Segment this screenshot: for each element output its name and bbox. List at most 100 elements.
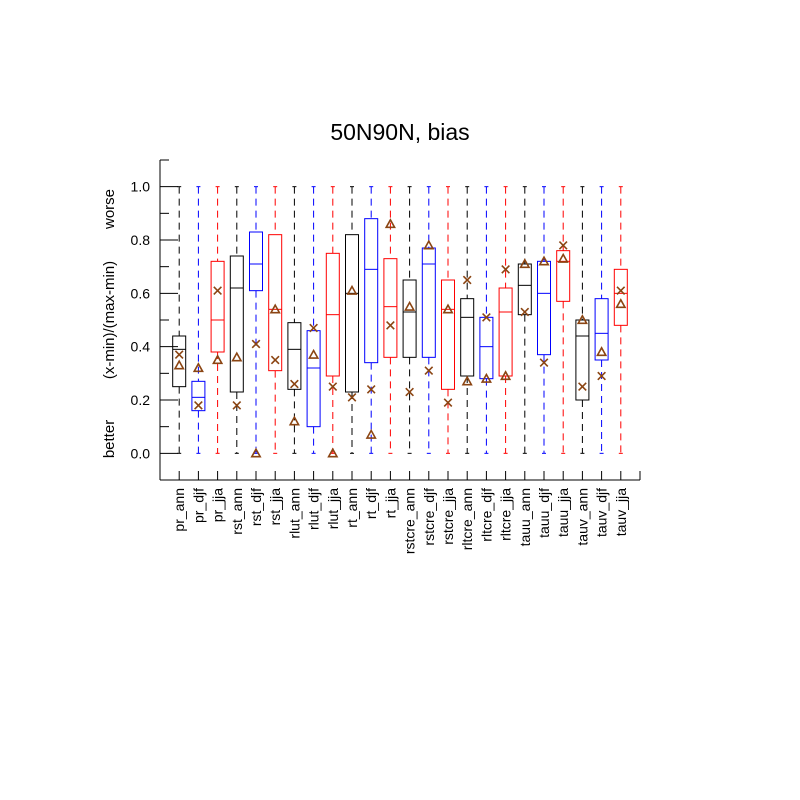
mean-marker (327, 447, 339, 458)
box-rlut_ann (287, 186, 302, 454)
mean-marker (346, 284, 358, 295)
mean-marker (442, 303, 454, 314)
x-tick-label-rlut_jja: rlut_jja (325, 488, 341, 529)
box-pr_jja (210, 186, 225, 454)
y-axis-label-worse: worse (101, 189, 118, 230)
mean-marker (384, 218, 396, 229)
box-rt_ann (345, 186, 359, 454)
box-rstcre_djf (421, 186, 436, 454)
mean-marker (212, 354, 224, 365)
reference-marker (213, 286, 222, 296)
box-iqr (210, 260, 225, 353)
box-iqr (460, 298, 475, 377)
x-tick-label-tauv_djf: tauv_djf (594, 488, 610, 537)
box-iqr (229, 255, 244, 393)
mean-marker (480, 372, 492, 383)
reference-marker (520, 307, 530, 317)
reference-marker (616, 286, 626, 296)
reference-marker (174, 350, 184, 360)
chart-title: 50N90N, bias (330, 119, 469, 145)
x-tick-label-rstcre_djf: rstcre_djf (421, 488, 437, 546)
reference-marker (232, 400, 242, 410)
box-rlut_djf (306, 186, 321, 454)
mean-marker (404, 300, 416, 311)
box-series (172, 186, 628, 458)
x-tick-label-tauu_ann: tauu_ann (517, 488, 533, 546)
reference-marker (424, 366, 434, 376)
box-iqr (498, 287, 513, 377)
box-rst_ann (229, 186, 244, 454)
box-tauu_djf (537, 186, 551, 454)
mean-marker (423, 239, 435, 250)
y-tick-label: 0.2 (131, 392, 151, 408)
reference-marker (290, 379, 299, 389)
box-iqr (613, 268, 628, 326)
x-tick-label-rltcre_jja: rltcre_jja (498, 488, 514, 541)
box-iqr (537, 260, 551, 356)
mean-marker (576, 314, 588, 325)
reference-marker (482, 312, 491, 322)
x-tick-label-tauv_jja: tauv_jja (613, 488, 629, 536)
y-axis-label-better: better (101, 420, 118, 458)
box-iqr (479, 316, 494, 380)
mean-marker (519, 258, 531, 269)
box-tauv_jja (613, 186, 628, 454)
y-axis-label: (x-min)/(max-min) (101, 261, 118, 379)
box-iqr (383, 258, 398, 358)
x-tick-label-rst_djf: rst_djf (248, 488, 264, 526)
box-tauu_ann (517, 186, 532, 454)
reference-marker (462, 275, 472, 285)
x-tick-label-pr_ann: pr_ann (171, 488, 187, 532)
mean-marker (538, 255, 550, 266)
box-iqr (172, 335, 187, 388)
reference-marker (194, 400, 203, 410)
box-iqr (441, 279, 455, 390)
reference-marker (347, 392, 357, 402)
box-iqr (402, 279, 417, 358)
y-ticks: 0.0 0.2 0.4 0.6 0.8 1.0 (131, 159, 178, 481)
mean-marker (500, 370, 512, 381)
y-tick-label: 0.6 (131, 285, 151, 301)
x-tick-label-pr_djf: pr_djf (190, 488, 206, 523)
box-iqr (364, 218, 379, 364)
mean-marker (461, 375, 473, 386)
box-rltcre_ann (460, 186, 475, 454)
y-tick-label: 0.4 (131, 339, 151, 355)
x-tick-label-rst_jja: rst_jja (267, 488, 283, 526)
x-tick-label-tauu_jja: tauu_jja (555, 488, 571, 537)
mean-marker (615, 298, 627, 309)
reference-marker (558, 240, 568, 250)
mean-marker (365, 428, 377, 439)
mean-marker (173, 359, 185, 370)
y-tick-label: 0.0 (131, 445, 151, 461)
reference-marker (270, 355, 280, 365)
box-tauu_jja (556, 186, 571, 454)
x-ticks: pr_ann pr_djf pr_jja rst_ann rst_djf rst_jja r… (171, 471, 641, 554)
reference-marker (443, 398, 453, 408)
box-rst_jja (268, 186, 283, 454)
mean-marker (596, 346, 608, 357)
x-tick-label-rstcre_ann: rstcre_ann (402, 488, 418, 554)
box-iqr (306, 330, 321, 428)
box-rt_djf (364, 186, 379, 454)
box-rltcre_jja (498, 186, 513, 454)
box-iqr (287, 322, 302, 390)
x-tick-label-rlut_ann: rlut_ann (286, 488, 302, 539)
mean-marker (308, 348, 320, 359)
box-rltcre_djf (479, 186, 494, 454)
reference-marker (578, 382, 587, 392)
x-tick-label-rstcre_jja: rstcre_jja (440, 488, 456, 545)
x-tick-label-rt_djf: rt_djf (363, 488, 379, 519)
y-tick-label: 1.0 (131, 179, 151, 195)
box-pr_djf (191, 186, 206, 454)
box-tauv_djf (594, 186, 609, 454)
mean-marker (288, 415, 300, 426)
reference-marker (405, 387, 414, 397)
box-iqr (594, 298, 609, 361)
y-tick-label: 0.8 (131, 232, 151, 248)
box-iqr (556, 250, 571, 302)
x-tick-label-rltcre_ann: rltcre_ann (459, 488, 475, 550)
mean-marker (557, 252, 569, 263)
box-rt_jja (383, 186, 398, 454)
mean-marker (231, 351, 243, 362)
